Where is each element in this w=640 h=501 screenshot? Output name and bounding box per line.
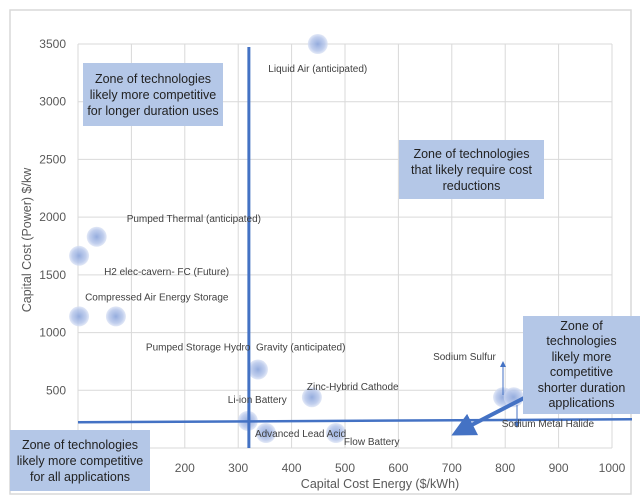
data-point-label: Pumped Storage Hydro [146, 342, 251, 353]
zone-text: competitive [549, 365, 614, 379]
y-tick-label: 3000 [39, 95, 66, 109]
zone-text: technologies [546, 334, 617, 348]
data-point-label: Liquid Air (anticipated) [268, 64, 367, 75]
x-tick-label: 300 [228, 461, 248, 475]
data-point-label: Pumped Thermal (anticipated) [127, 214, 261, 225]
zone-text: for all applications [29, 469, 131, 484]
data-point-label: Advanced Lead Acid [255, 429, 346, 440]
data-point [69, 306, 90, 327]
x-tick-label: 800 [495, 461, 515, 475]
data-point [86, 226, 107, 247]
data-point-label: Compressed Air Energy Storage [85, 292, 229, 303]
y-tick-label: 500 [46, 383, 66, 397]
zone-text: likely more competitive [89, 87, 217, 102]
x-axis-label: Capital Cost Energy ($/kWh) [301, 477, 459, 491]
zone-text: applications [548, 396, 615, 410]
y-tick-label: 1500 [39, 268, 66, 282]
y-tick-label: 2500 [39, 152, 66, 166]
data-point [69, 245, 90, 266]
zone-all-applications: Zone of technologies likely more competit… [10, 430, 150, 491]
zone-text: Zone of technologies [21, 437, 139, 452]
data-point-label: Gravity (anticipated) [256, 343, 345, 354]
horizontal-threshold-line [77, 418, 633, 424]
zone-text: Zone of technologies [94, 71, 212, 86]
y-tick-label: 2000 [39, 210, 66, 224]
data-point [255, 422, 276, 443]
zone-text: Zone of [560, 318, 603, 333]
zone-text: likely more [551, 349, 612, 364]
x-tick-label: 600 [388, 461, 408, 475]
zone-text: for longer duration uses [87, 103, 219, 118]
data-point-label: Flow Battery [344, 437, 400, 448]
zone-longer-duration: Zone of technologies likely more competit… [83, 63, 223, 126]
data-point-label: Zinc-Hybrid Cathode [307, 382, 399, 393]
data-point [301, 387, 322, 408]
x-tick-label: 500 [335, 461, 355, 475]
x-tick-label: 200 [175, 461, 195, 475]
data-point-label: Sodium Metal Halide [502, 419, 595, 430]
y-axis-label: Capital Cost (Power) $/kw [20, 167, 34, 312]
data-point [325, 422, 346, 443]
x-tick-label: 700 [442, 461, 462, 475]
x-tick-label: 900 [549, 461, 569, 475]
data-point [247, 359, 268, 380]
y-tick-label: 1000 [39, 326, 66, 340]
x-tick-label: 1000 [599, 461, 626, 475]
data-point [307, 34, 328, 54]
zone-text: that likely require cost [411, 162, 532, 177]
zone-text: Zone of technologies [413, 146, 530, 161]
zone-text: reductions [442, 178, 501, 193]
data-point-label: H2 elec-cavern- FC (Future) [104, 267, 229, 278]
x-tick-label: 400 [282, 461, 302, 475]
zone-arrow [451, 395, 527, 436]
data-point-label: Sodium Sulfur [433, 352, 496, 363]
data-point [105, 306, 126, 327]
y-tick-label: 3500 [39, 37, 66, 51]
zone-shorter-duration: Zone of technologies likely more competitiv… [523, 316, 640, 414]
zone-text: shorter duration [537, 380, 626, 395]
zone-text: likely more competitive [16, 453, 144, 468]
zone-cost-reductions: Zone of technologies that likely require … [399, 140, 544, 199]
data-point-label: Li-ion Battery [228, 395, 287, 406]
